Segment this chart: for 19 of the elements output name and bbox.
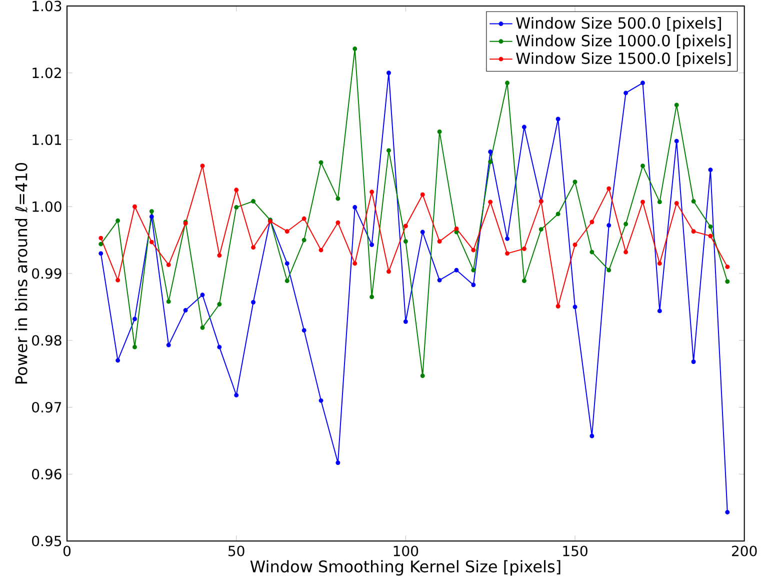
legend-label: Window Size 500.0 [pixels] (516, 16, 721, 32)
x-axis-title: Window Smoothing Kernel Size [pixels] (250, 560, 560, 576)
y-tick-label: 1.00 (32, 201, 62, 212)
y-tick-label: 1.02 (32, 68, 61, 78)
x-tick-label: 200 (732, 546, 757, 556)
legend-label: Window Size 1000.0 [pixels] (516, 34, 731, 50)
x-tick-label: 100 (394, 546, 418, 556)
y-tick-label: 0.98 (32, 335, 62, 346)
y-tick-label: 0.97 (32, 402, 62, 413)
y-tick-label: 0.95 (32, 536, 62, 546)
y-axis-title: Power in bins around ℓ=410 (14, 162, 28, 384)
legend-label: Window Size 1500.0 [pixels] (516, 52, 731, 68)
x-tick-label: 50 (228, 546, 244, 556)
x-tick-label: 0 (63, 546, 71, 556)
x-tick-label: 150 (563, 546, 588, 556)
y-tick-label: 0.99 (32, 268, 62, 279)
y-tick-label: 1.03 (32, 0, 62, 12)
y-tick-label: 0.96 (32, 468, 62, 480)
y-tick-label: 1.01 (32, 134, 61, 146)
